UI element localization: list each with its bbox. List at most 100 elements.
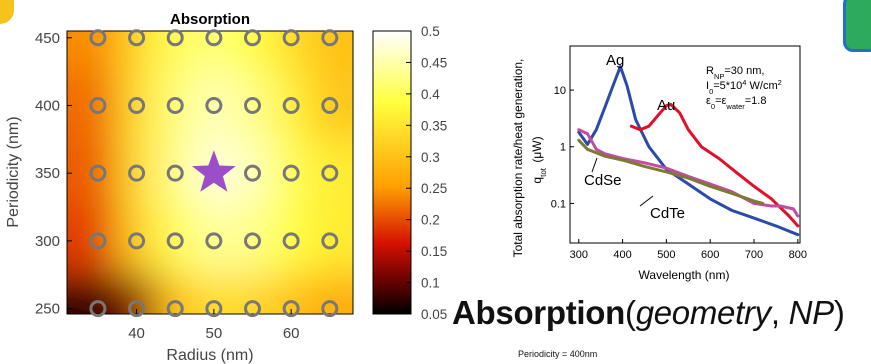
- annotation-line: RNP=30 nm,: [706, 65, 764, 81]
- colorbar-tick-label: 0.35: [421, 118, 447, 133]
- line-chart-x-tick-label: 500: [657, 249, 675, 261]
- heatmap-cell: [310, 139, 353, 208]
- sample-point-marker: [282, 300, 300, 318]
- line-chart-x-tick-label: 400: [613, 249, 631, 261]
- heatmap-cell: [155, 274, 195, 314]
- series-line-au: [629, 102, 800, 228]
- heatmap-cell: [155, 207, 195, 275]
- periodicity-caption: Periodicity = 400nm: [518, 349, 598, 359]
- line-chart-x-axis-label: Wavelength (nm): [639, 268, 730, 282]
- line-chart-y-tick-label: 0.1: [551, 198, 566, 210]
- sample-point-marker: [166, 232, 184, 250]
- heatmap-cell: [194, 31, 234, 72]
- heatmap-cell: [233, 71, 272, 140]
- heatmap-cell: [271, 207, 311, 275]
- absorption-formula: Absorption(geometry, NP): [452, 294, 845, 332]
- sample-point-marker: [321, 300, 339, 318]
- sample-point-marker: [89, 164, 107, 182]
- heatmap-x-axis-label: Radius (nm): [166, 347, 253, 364]
- colorbar-tick-label: 0.4: [421, 87, 440, 102]
- sample-point-marker: [128, 300, 146, 318]
- heatmap-cell: [271, 274, 311, 314]
- heatmap-cell: [271, 31, 311, 72]
- sample-point-marker: [205, 29, 223, 47]
- colorbar-tick-label: 0.15: [421, 244, 447, 259]
- colorbar-tick-label: 0.3: [421, 150, 440, 165]
- sample-point-marker: [205, 96, 223, 114]
- colorbar-tick-label: 0.1: [421, 276, 440, 291]
- series-label-ag: Ag: [606, 52, 624, 69]
- annotation-line: ε0=εwater=1.8: [706, 95, 766, 111]
- series-label-au: Au: [657, 97, 675, 114]
- heatmap-y-tick-label: 450: [35, 30, 60, 47]
- heatmap-y-tick-label: 400: [35, 97, 60, 114]
- absorption-spectra-chart: 300 400 500 600 700 800 0.1 1 10 Ag Au CdSe CdTe W…: [511, 45, 807, 282]
- line-chart-y-axis-label: Total absorption rate/heat generation,: [511, 59, 525, 258]
- cdse-leader-line: [591, 157, 598, 173]
- sample-point-marker: [282, 164, 300, 182]
- sample-point-marker: [128, 96, 146, 114]
- series-line-ag: [577, 65, 800, 237]
- heatmap-cell: [310, 274, 353, 314]
- formula-arg-geometry: geometry: [635, 294, 771, 331]
- sample-point-marker: [282, 232, 300, 250]
- sample-point-marker: [89, 96, 107, 114]
- sample-point-marker: [205, 232, 223, 250]
- sample-point-marker: [244, 96, 262, 114]
- colorbar-tick-label: 0.25: [421, 181, 447, 196]
- heatmap-cell: [233, 31, 272, 72]
- heatmap-cell: [310, 71, 353, 140]
- series-line-cdte: [577, 138, 765, 205]
- sample-point-marker: [244, 232, 262, 250]
- formula-close-paren: ): [833, 294, 845, 331]
- colorbar: 0.5 0.45 0.4 0.35 0.3 0.25 0.2 0.15 0.1 0.05: [372, 24, 447, 322]
- line-chart-x-tick-label: 700: [745, 249, 763, 261]
- heatmap-cell: [233, 139, 272, 208]
- heatmap-cell: [155, 71, 195, 140]
- heatmap-cell: [310, 207, 353, 275]
- line-chart-x-tick-label: 600: [701, 249, 719, 261]
- sample-point-marker: [89, 300, 107, 318]
- heatmap-x-tick-label: 40: [128, 325, 145, 342]
- heatmap-cell: [233, 207, 272, 275]
- annotation-line: I0=5*104 W/cm2: [706, 78, 782, 96]
- sample-point-marker: [321, 232, 339, 250]
- heatmap-y-axis-label: Periodicity (nm): [5, 116, 22, 227]
- sample-point-marker: [244, 300, 262, 318]
- colorbar-tick-label: 0.05: [421, 307, 447, 322]
- heatmap-title: Absorption: [170, 11, 250, 28]
- sample-point-marker: [244, 164, 262, 182]
- heatmap-cell: [117, 274, 156, 314]
- heatmap-cell: [155, 139, 195, 208]
- sample-point-marker: [166, 300, 184, 318]
- heatmap-cell: [194, 274, 234, 314]
- series-label-cdte: CdTe: [650, 205, 685, 222]
- sample-point-marker: [321, 164, 339, 182]
- heatmap-x-tick-label: 60: [283, 325, 300, 342]
- series-line-cdse: [577, 128, 800, 218]
- sample-point-marker: [321, 96, 339, 114]
- sample-point-marker: [166, 164, 184, 182]
- sample-point-marker: [205, 300, 223, 318]
- sample-point-marker: [282, 29, 300, 47]
- heatmap-y-tick-label: 300: [35, 233, 60, 250]
- sample-point-marker: [128, 164, 146, 182]
- series-label-cdse: CdSe: [584, 172, 622, 189]
- colorbar-tick-label: 0.45: [421, 55, 447, 70]
- sample-point-marker: [166, 29, 184, 47]
- heatmap-cell: [117, 71, 156, 140]
- line-chart-y-axis-unit: qtot (μW): [530, 136, 548, 183]
- formula-open-paren: (: [624, 294, 636, 331]
- line-chart-x-tick-label: 300: [570, 249, 588, 261]
- cdte-leader-line: [639, 195, 654, 207]
- colorbar-tick-label: 0.5: [421, 24, 440, 39]
- formula-separator: ,: [770, 294, 789, 331]
- formula-arg-np: NP: [788, 294, 835, 331]
- sample-point-marker: [89, 29, 107, 47]
- sample-point-marker: [166, 96, 184, 114]
- heatmap-cell: [194, 71, 234, 140]
- line-chart-y-tick-label: 10: [554, 85, 566, 97]
- corner-badge-yellow: [0, 0, 14, 24]
- heatmap-cell: [155, 31, 195, 72]
